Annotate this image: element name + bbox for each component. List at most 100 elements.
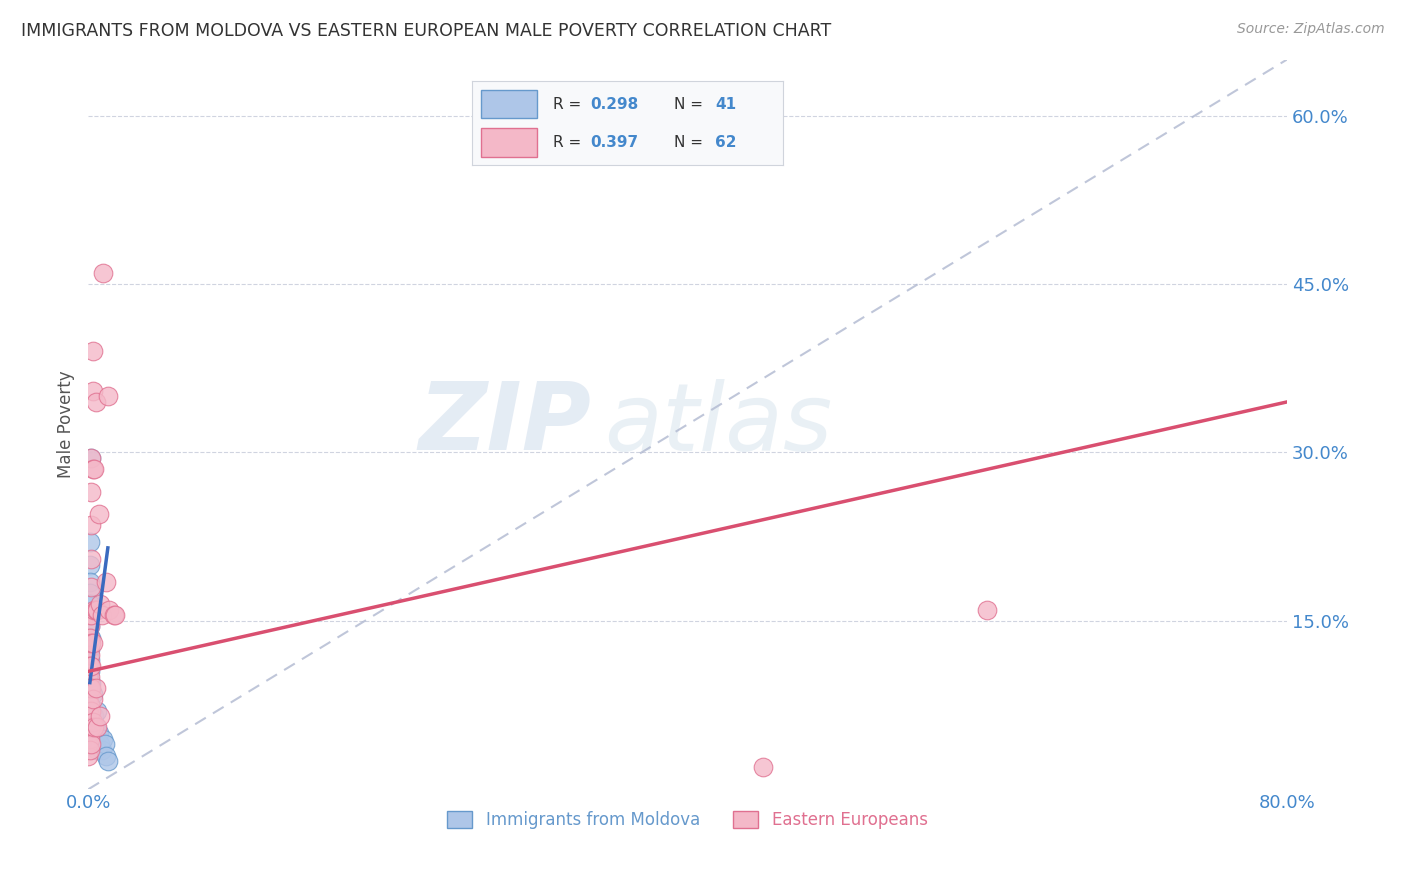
Point [80, 721, 103, 735]
Point [83, 602, 105, 616]
Point [83, 709, 105, 723]
Point [89, 737, 111, 751]
Point [80, 484, 103, 499]
Point [104, 608, 127, 623]
Point [79, 619, 101, 633]
Point [77, 665, 100, 679]
Point [79, 558, 101, 572]
Point [83, 721, 105, 735]
Point [79, 675, 101, 690]
Point [80, 675, 103, 690]
Legend: Immigrants from Moldova, Eastern Europeans: Immigrants from Moldova, Eastern Europea… [441, 804, 935, 836]
Point [77, 704, 100, 718]
Point [79, 731, 101, 746]
Text: atlas: atlas [603, 379, 832, 470]
Point [77, 670, 100, 684]
Point [82, 636, 104, 650]
Point [97, 754, 120, 768]
Point [94, 737, 117, 751]
Point [82, 384, 104, 398]
Text: ZIP: ZIP [419, 378, 592, 470]
Point [80, 721, 103, 735]
Point [79, 709, 101, 723]
Point [80, 636, 103, 650]
Point [80, 704, 103, 718]
Point [83, 462, 105, 476]
Point [79, 535, 101, 549]
Point [86, 743, 108, 757]
Point [84, 395, 107, 409]
Point [84, 602, 107, 616]
Point [77, 692, 100, 706]
Text: IMMIGRANTS FROM MOLDOVA VS EASTERN EUROPEAN MALE POVERTY CORRELATION CHART: IMMIGRANTS FROM MOLDOVA VS EASTERN EUROP… [21, 22, 831, 40]
Point [80, 608, 103, 623]
Point [93, 731, 115, 746]
Point [80, 737, 103, 751]
Point [77, 675, 100, 690]
Point [93, 266, 115, 280]
Point [79, 687, 101, 701]
Point [82, 714, 104, 729]
Point [87, 507, 110, 521]
Point [80, 518, 103, 533]
Point [82, 462, 104, 476]
Point [84, 737, 107, 751]
Point [79, 658, 101, 673]
Text: Source: ZipAtlas.com: Source: ZipAtlas.com [1237, 22, 1385, 37]
Point [86, 602, 108, 616]
Point [77, 748, 100, 763]
Point [80, 451, 103, 466]
Point [98, 602, 121, 616]
Point [79, 597, 101, 611]
Point [79, 721, 101, 735]
Point [79, 670, 101, 684]
Point [79, 586, 101, 600]
Point [77, 631, 100, 645]
Point [79, 731, 101, 746]
Point [79, 619, 101, 633]
Point [84, 721, 107, 735]
Point [82, 687, 104, 701]
Point [89, 709, 111, 723]
Point [77, 726, 100, 740]
Point [77, 681, 100, 696]
Point [79, 631, 101, 645]
Point [79, 574, 101, 589]
Point [96, 574, 118, 589]
Point [84, 681, 107, 696]
Point [79, 648, 101, 662]
Point [77, 641, 100, 656]
Point [751, 760, 773, 774]
Point [79, 608, 101, 623]
Point [90, 608, 112, 623]
Point [79, 641, 101, 656]
Point [86, 721, 108, 735]
Point [86, 704, 108, 718]
Point [79, 698, 101, 712]
Point [80, 681, 103, 696]
Point [82, 344, 104, 359]
Point [87, 726, 110, 740]
Point [80, 552, 103, 566]
Point [976, 602, 998, 616]
Point [82, 721, 104, 735]
Point [79, 665, 101, 679]
Point [77, 737, 100, 751]
Point [80, 704, 103, 718]
Y-axis label: Male Poverty: Male Poverty [58, 370, 75, 478]
Point [80, 580, 103, 594]
Point [77, 714, 100, 729]
Point [80, 631, 103, 645]
Point [80, 658, 103, 673]
Point [79, 743, 101, 757]
Point [79, 608, 101, 623]
Point [90, 743, 112, 757]
Point [77, 687, 100, 701]
Point [79, 721, 101, 735]
Point [79, 709, 101, 723]
Point [77, 658, 100, 673]
Point [77, 692, 100, 706]
Point [80, 451, 103, 466]
Point [96, 748, 118, 763]
Point [82, 692, 104, 706]
